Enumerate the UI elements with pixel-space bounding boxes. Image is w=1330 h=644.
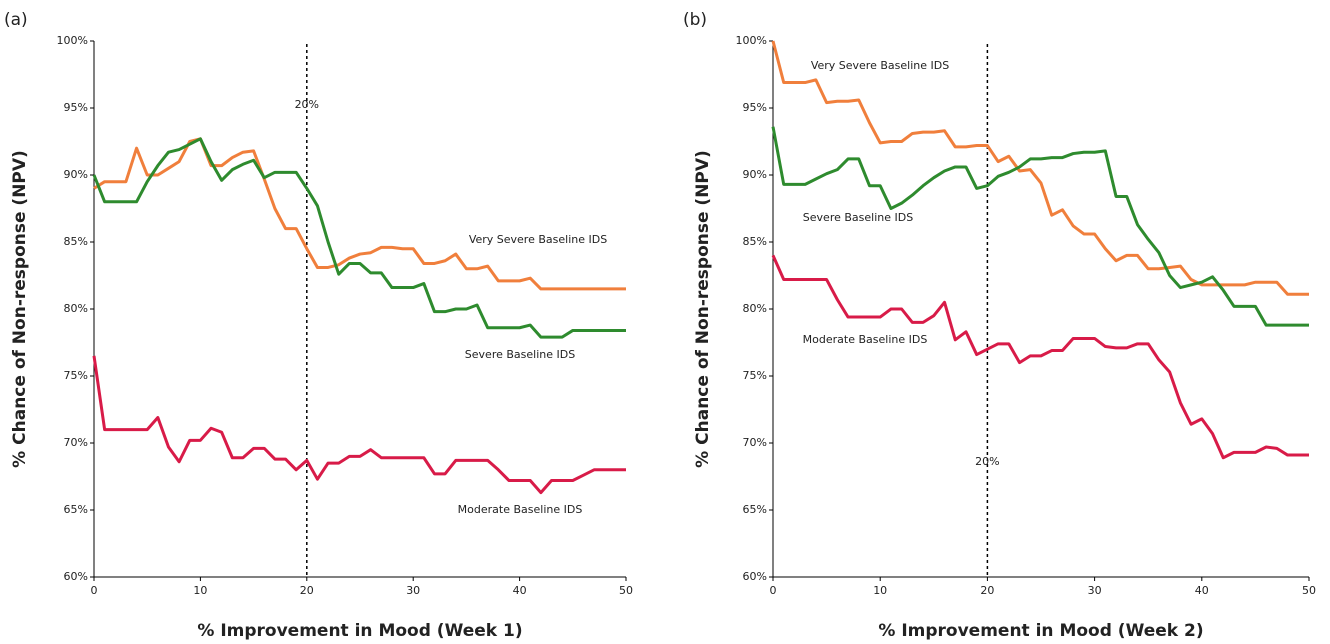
y-axis-title: % Chance of Non-response (NPV) (10, 150, 30, 468)
y-tick-label: 70% (743, 436, 767, 449)
x-tick-label: 20 (300, 584, 314, 597)
x-tick-label: 50 (1302, 584, 1316, 597)
panel: (b) 60% 65% 70% 75% 80% 85% 90% 95% 100% 0 10 20 30 40… (683, 10, 1316, 641)
series-line (93, 137, 626, 291)
reference-label: 20% (975, 455, 999, 468)
x-tick-label: 50 (619, 584, 633, 597)
series-label: Moderate Baseline IDS (458, 503, 583, 516)
y-tick-label: 95% (743, 101, 767, 114)
series-line (92, 137, 626, 339)
x-axis-title: % Improvement in Mood (Week 1) (197, 621, 522, 641)
y-tick-label: 80% (743, 302, 767, 315)
x-tick-label: 0 (770, 584, 777, 597)
y-tick-label: 80% (64, 302, 88, 315)
y-tick-label: 65% (743, 503, 767, 516)
panel: (a) 60% 65% 70% 75% 80% 85% 90% 95% 100% 0 10 20 30 40… (4, 10, 633, 641)
series-label: Very Severe Baseline IDS (469, 233, 607, 246)
x-tick-label: 30 (406, 584, 420, 597)
x-tick-label: 10 (193, 584, 207, 597)
x-tick-label: 40 (1195, 584, 1209, 597)
series-label: Moderate Baseline IDS (803, 333, 928, 346)
series-label: Severe Baseline IDS (803, 211, 913, 224)
x-tick-label: 30 (1088, 584, 1102, 597)
x-tick-label: 0 (91, 584, 98, 597)
panel-label: (a) (4, 10, 28, 30)
y-tick-label: 85% (64, 235, 88, 248)
y-tick-label: 60% (64, 570, 88, 583)
panel-label: (b) (683, 10, 707, 30)
y-tick-label: 65% (64, 503, 88, 516)
y-axis-title: % Chance of Non-response (NPV) (693, 150, 713, 468)
x-tick-label: 10 (873, 584, 887, 597)
y-tick-label: 100% (57, 34, 88, 47)
series-line (771, 126, 1309, 327)
y-tick-label: 95% (64, 101, 88, 114)
series-label: Very Severe Baseline IDS (811, 59, 949, 72)
y-tick-label: 90% (64, 168, 88, 181)
y-tick-label: 75% (743, 369, 767, 382)
series-line (771, 254, 1309, 460)
reference-label: 20% (295, 98, 319, 111)
y-tick-label: 70% (64, 436, 88, 449)
series-label: Severe Baseline IDS (465, 348, 575, 361)
series-line (92, 355, 626, 495)
x-tick-label: 20 (980, 584, 994, 597)
series-line (771, 40, 1309, 296)
x-tick-label: 40 (513, 584, 527, 597)
y-tick-label: 100% (736, 34, 767, 47)
y-tick-label: 90% (743, 168, 767, 181)
y-tick-label: 60% (743, 570, 767, 583)
x-axis-title: % Improvement in Mood (Week 2) (878, 621, 1203, 641)
y-tick-label: 75% (64, 369, 88, 382)
y-tick-label: 85% (743, 235, 767, 248)
